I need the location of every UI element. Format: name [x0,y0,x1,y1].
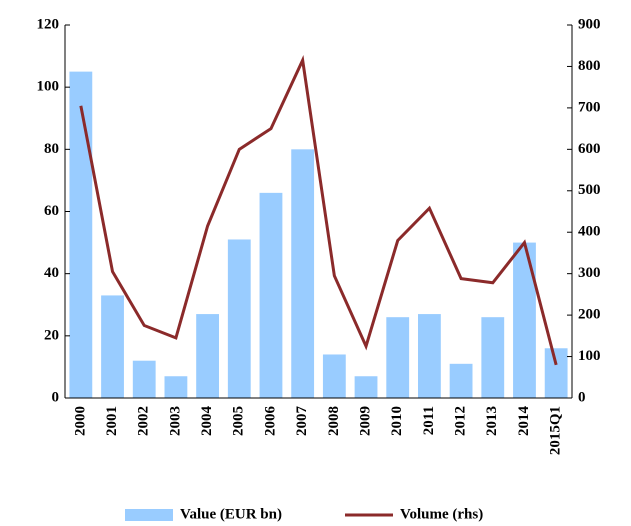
x-tick-label: 2004 [199,406,215,437]
bar [449,363,473,398]
x-tick-label: 2007 [294,406,310,437]
bar [196,314,220,398]
bar [132,360,156,398]
bar [164,376,188,398]
y2-tick-label: 800 [578,58,601,74]
bar [227,239,251,398]
y-tick-label: 40 [44,265,59,281]
bar [101,295,124,398]
legend-label: Volume (rhs) [400,506,483,522]
bar [69,71,93,398]
y-tick-label: 0 [52,389,60,405]
y2-tick-label: 100 [578,348,601,364]
bar [544,348,568,398]
x-tick-label: 2009 [357,406,373,436]
x-tick-label: 2013 [484,406,500,436]
x-tick-label: 2012 [453,406,469,436]
bar [259,192,283,398]
bar [354,376,378,398]
bar [417,314,441,398]
x-tick-label: 2005 [231,406,247,436]
x-tick-label: 2000 [72,406,88,436]
y-tick-label: 100 [37,79,60,95]
x-tick-label: 2008 [326,406,342,436]
y2-tick-label: 200 [578,307,601,323]
x-tick-label: 2010 [389,406,405,436]
x-tick-label: 2014 [516,406,532,437]
y-tick-label: 20 [44,327,59,343]
y-tick-label: 120 [37,16,60,32]
bar [291,149,315,398]
x-tick-label: 2001 [104,406,120,436]
y2-tick-label: 0 [578,389,586,405]
x-tick-label: 2011 [421,406,437,435]
y2-tick-label: 300 [578,265,601,281]
y-tick-label: 80 [44,141,59,157]
y2-tick-label: 500 [578,182,601,198]
x-tick-label: 2006 [262,406,278,437]
legend-swatch [125,509,173,521]
line [79,55,558,366]
x-tick-label: 2002 [136,406,152,436]
bar [322,354,346,398]
legend-label: Value (EUR bn) [180,506,282,522]
y2-tick-label: 600 [578,141,601,157]
bar [481,317,505,398]
y2-tick-label: 700 [578,99,601,115]
x-tick-label: 2003 [167,406,183,436]
y2-tick-label: 900 [578,16,601,32]
bar [386,317,410,398]
y2-tick-label: 400 [578,224,601,240]
bar [513,242,536,398]
y-tick-label: 60 [44,203,59,219]
x-tick-label: 2015Q1 [548,406,564,455]
